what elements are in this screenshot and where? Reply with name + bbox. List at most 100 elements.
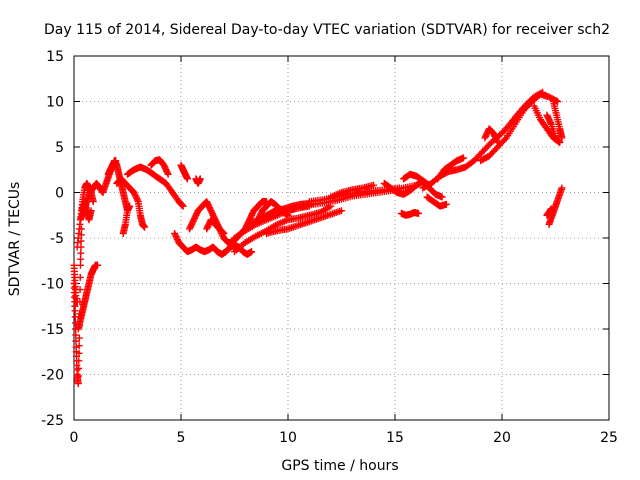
data-point [209, 211, 217, 219]
data-point [501, 135, 509, 143]
x-tick-label: 10 [279, 430, 297, 446]
data-point [164, 170, 172, 178]
data-point [75, 349, 83, 357]
series-arc-j [124, 163, 187, 210]
series-arc-v [263, 207, 345, 237]
axis-ticks: 0 5 10 15 20 25 -25 -20 -15 -10 -5 0 5 10 15 [41, 49, 618, 446]
data-point [245, 217, 253, 225]
series-arc-u [241, 198, 271, 233]
data-point [74, 372, 82, 380]
series-arc-t [254, 198, 292, 224]
data-point [556, 138, 564, 146]
y-tick-label: -5 [50, 231, 64, 247]
data-point [204, 201, 212, 209]
data-point [141, 223, 149, 231]
series-arc-m [192, 175, 204, 187]
y-tick-label: 15 [46, 49, 64, 65]
data-point [71, 313, 79, 321]
y-tick-label: -25 [41, 413, 64, 429]
y-tick-label: 10 [46, 95, 64, 111]
series-arc-z [380, 178, 446, 201]
series-arc-ab [397, 209, 423, 219]
series-arc-l [177, 161, 191, 183]
series-arc-al [543, 205, 555, 219]
data-point [255, 213, 263, 221]
series-arc-b [70, 261, 81, 306]
data-point [72, 331, 80, 339]
data-point [248, 211, 256, 219]
x-tick-label: 15 [386, 430, 404, 446]
data-point [71, 307, 79, 315]
data-point [338, 207, 345, 215]
series-arc-c [74, 261, 102, 333]
data-point [415, 209, 423, 217]
data-point [192, 211, 200, 219]
data-point [74, 380, 82, 388]
grid [74, 56, 609, 420]
data-point [75, 364, 83, 372]
data-point [543, 111, 551, 119]
y-axis-label: SDTVAR / TECUs [7, 182, 23, 297]
series-arc-y [327, 181, 378, 201]
series-arc-ag [481, 125, 502, 146]
data-point [558, 184, 566, 192]
data-point [126, 202, 134, 210]
data-point [438, 193, 446, 201]
data-point [187, 222, 195, 230]
series-arc-k [147, 156, 172, 178]
data-point [219, 229, 227, 237]
data-point [247, 213, 255, 221]
data-point [87, 207, 95, 215]
series-arc-o [186, 198, 249, 247]
data-point [208, 210, 216, 218]
data-point [544, 114, 552, 122]
data-points [70, 88, 566, 388]
y-tick-label: -15 [41, 322, 64, 338]
x-axis-label: GPS time / hours [281, 458, 398, 474]
series-arc-ak [545, 184, 566, 228]
series-arc-q [231, 202, 335, 256]
data-point [73, 298, 81, 306]
data-point [161, 164, 169, 172]
data-point [130, 189, 138, 196]
data-point [555, 138, 563, 146]
x-tick-label: 0 [70, 430, 79, 446]
data-point [547, 205, 555, 213]
data-point [263, 198, 271, 206]
data-point [370, 181, 378, 189]
data-point [191, 213, 199, 221]
series-arc-ai [543, 111, 564, 146]
data-point [76, 261, 84, 269]
data-point [554, 137, 562, 145]
series-arc-f [76, 179, 97, 224]
data-point [183, 175, 191, 183]
data-point [173, 234, 181, 242]
data-point [491, 132, 499, 140]
series-arc-ac [423, 193, 450, 210]
data-point [178, 201, 186, 209]
data-point [75, 334, 83, 342]
data-point [218, 228, 226, 236]
data-point [75, 357, 83, 365]
data-point [442, 200, 450, 208]
x-tick-label: 25 [600, 430, 618, 446]
x-tick-label: 5 [177, 430, 186, 446]
data-point [558, 134, 566, 142]
chart-title: Day 115 of 2014, Sidereal Day-to-day VTE… [44, 22, 610, 38]
data-point [77, 249, 85, 257]
data-point [493, 137, 501, 145]
data-point [494, 138, 502, 146]
data-point [178, 201, 186, 209]
series-arc-i [113, 175, 149, 231]
data-point [547, 119, 555, 127]
data-point [220, 229, 228, 237]
data-point [75, 342, 83, 350]
data-point [94, 261, 102, 269]
y-tick-label: -20 [41, 368, 64, 384]
data-point [482, 131, 490, 139]
series-arc-aj [549, 98, 566, 142]
y-tick-label: 0 [55, 186, 64, 202]
data-point [133, 196, 141, 204]
series-arc-ae [434, 154, 467, 183]
